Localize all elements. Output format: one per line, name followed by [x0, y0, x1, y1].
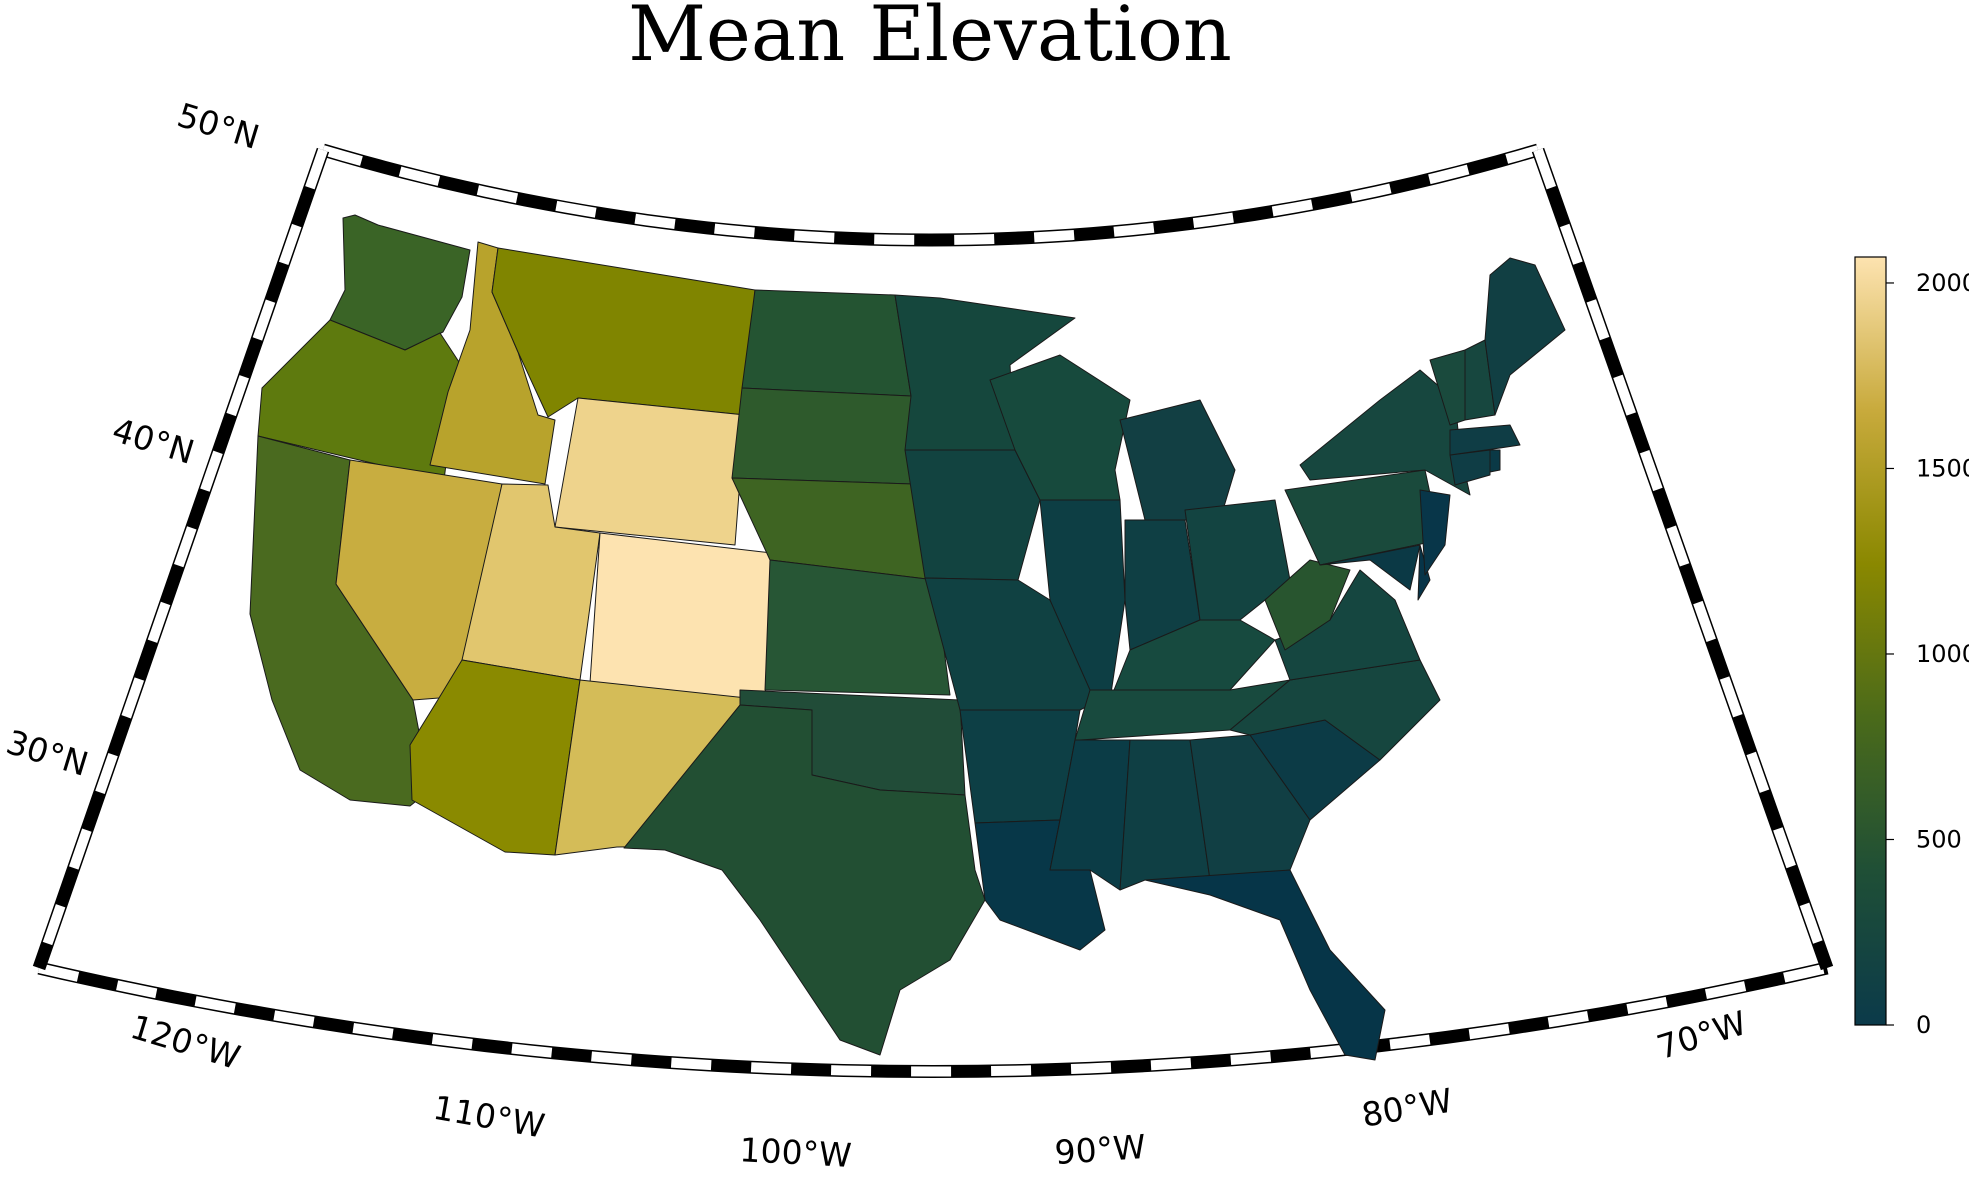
state-wyoming	[554, 397, 746, 546]
lat-label-50n: 50°N	[173, 95, 264, 157]
colorbar-tick-label: 500	[1916, 825, 1962, 853]
map-title: Mean Elevation	[628, 0, 1232, 78]
lon-label-100w: 100°W	[739, 1130, 853, 1175]
state-michigan	[1119, 399, 1236, 521]
state-arkansas	[959, 709, 1081, 824]
state-kansas	[764, 559, 951, 696]
state-connecticut	[1449, 449, 1491, 486]
map-frame	[32, 143, 1834, 1079]
state-washington	[329, 214, 471, 351]
frame-edge-checker	[34, 148, 328, 970]
lat-label-30n: 30°N	[2, 722, 93, 784]
colorbar-tick-label: 0	[1916, 1011, 1931, 1039]
state-south-dakota	[731, 387, 914, 485]
states-layer	[249, 214, 1566, 1061]
state-rhode-island	[1489, 449, 1501, 473]
state-west-virginia	[1264, 559, 1351, 651]
state-montana	[491, 247, 756, 418]
state-maine	[1484, 257, 1566, 416]
state-new-jersey	[1419, 489, 1451, 576]
state-colorado	[589, 532, 773, 701]
colorbar-tick-label: 2000	[1916, 269, 1969, 297]
lon-label-80w: 80°W	[1359, 1081, 1456, 1135]
state-georgia	[1189, 734, 1311, 881]
colorbar-tick-label: 1500	[1916, 454, 1969, 482]
state-north-dakota	[741, 289, 912, 397]
state-texas	[623, 704, 986, 1056]
lon-label-120w: 120°W	[126, 1007, 245, 1077]
state-maryland	[1319, 544, 1421, 591]
state-massachusetts	[1449, 424, 1521, 456]
lon-label-70w: 70°W	[1652, 1003, 1751, 1067]
colorbar-ramp	[1854, 256, 1887, 1026]
lon-label-90w: 90°W	[1053, 1127, 1147, 1172]
frame-edge-checker	[321, 145, 1540, 246]
lon-label-110w: 110°W	[430, 1088, 547, 1146]
state-iowa	[904, 449, 1041, 581]
lat-label-40n: 40°N	[108, 410, 199, 472]
colorbar: 0 500 1000 1500 2000	[1854, 256, 1969, 1039]
frame-edge-outline	[321, 143, 1540, 247]
state-florida	[1144, 869, 1386, 1061]
frame-edge-checker	[1533, 148, 1832, 970]
colorbar-tick-label: 1000	[1916, 640, 1969, 668]
frame-edge-checker	[37, 963, 1829, 1077]
state-wisconsin	[989, 354, 1131, 501]
